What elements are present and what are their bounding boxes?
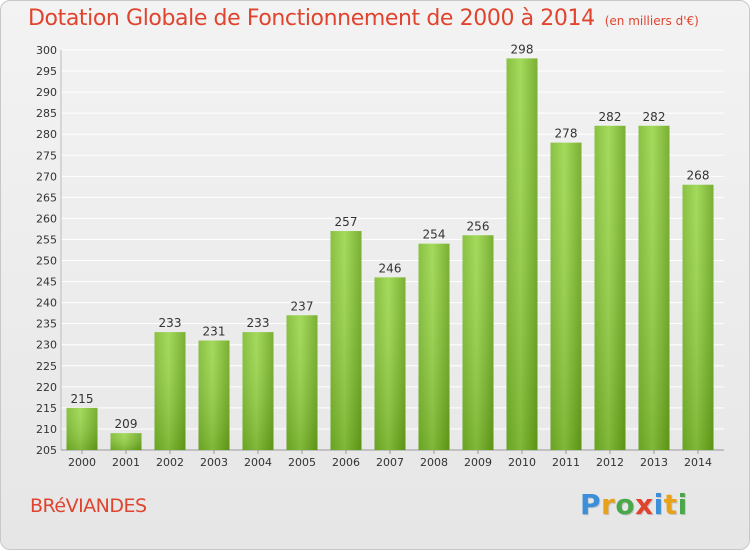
logo-letter: P bbox=[580, 488, 602, 521]
y-tick-label: 220 bbox=[36, 381, 57, 394]
y-tick-label: 240 bbox=[36, 297, 57, 310]
data-label: 215 bbox=[71, 392, 94, 406]
y-tick-label: 290 bbox=[36, 86, 57, 99]
data-label: 268 bbox=[687, 169, 710, 183]
bar-shade-2008 bbox=[418, 243, 450, 450]
x-tick-label: 2008 bbox=[420, 456, 448, 469]
data-label: 233 bbox=[159, 316, 182, 330]
x-tick-label: 2003 bbox=[200, 456, 228, 469]
y-tick-label: 235 bbox=[36, 318, 57, 331]
x-tick-label: 2011 bbox=[552, 456, 580, 469]
bar-shade-2004 bbox=[242, 332, 274, 450]
y-tick-label: 300 bbox=[36, 44, 57, 57]
bars bbox=[66, 58, 714, 450]
bar-shade-2014 bbox=[682, 184, 714, 450]
y-axis-ticks: 205 210 215 220 225 230 235 240 245 250 255 260 265 2… bbox=[36, 44, 57, 457]
title-unit: (en milliers d'€) bbox=[604, 14, 699, 28]
x-tick-label: 2001 bbox=[112, 456, 140, 469]
bar-shade-2002 bbox=[154, 332, 186, 450]
y-tick-label: 245 bbox=[36, 276, 57, 289]
logo-letter: i bbox=[653, 488, 664, 521]
data-label: 257 bbox=[335, 215, 358, 229]
y-tick-label: 250 bbox=[36, 255, 57, 268]
logo-letter: x bbox=[635, 488, 654, 521]
chart-title: Dotation Globale de Fonctionnement de 20… bbox=[28, 6, 699, 31]
y-tick-label: 255 bbox=[36, 233, 57, 246]
data-label: 231 bbox=[203, 325, 226, 339]
bar-shade-2003 bbox=[198, 340, 230, 450]
x-tick-label: 2007 bbox=[376, 456, 404, 469]
y-tick-label: 285 bbox=[36, 107, 57, 120]
x-tick-label: 2014 bbox=[684, 456, 712, 469]
bar-shade-2006 bbox=[330, 231, 362, 450]
y-tick-label: 210 bbox=[36, 423, 57, 436]
x-axis-ticks: 2000 2001 2002 2003 2004 2005 2006 2007 2008 2009… bbox=[68, 450, 712, 469]
bar-shade-2007 bbox=[374, 277, 406, 450]
logo-letter: r bbox=[601, 488, 616, 521]
data-labels: 215 209 233 231 233 237 257 246 254 256 298 278 282 2… bbox=[71, 42, 710, 431]
y-tick-label: 230 bbox=[36, 339, 57, 352]
x-tick-label: 2004 bbox=[244, 456, 272, 469]
x-tick-label: 2002 bbox=[156, 456, 184, 469]
x-tick-label: 2005 bbox=[288, 456, 316, 469]
y-tick-label: 265 bbox=[36, 191, 57, 204]
y-tick-label: 205 bbox=[36, 444, 57, 457]
data-label: 282 bbox=[599, 110, 622, 124]
bar-shade-2013 bbox=[638, 125, 670, 450]
y-tick-label: 260 bbox=[36, 212, 57, 225]
y-tick-label: 275 bbox=[36, 149, 57, 162]
title-text: Dotation Globale de Fonctionnement de 20… bbox=[28, 6, 595, 31]
data-label: 237 bbox=[291, 299, 314, 313]
x-tick-label: 2012 bbox=[596, 456, 624, 469]
y-tick-label: 270 bbox=[36, 170, 57, 183]
y-tick-label: 295 bbox=[36, 65, 57, 78]
bar-shade-2012 bbox=[594, 125, 626, 450]
bar-shade-2011 bbox=[550, 142, 582, 450]
data-label: 209 bbox=[115, 417, 138, 431]
commune-name: BRéVIANDES bbox=[30, 495, 147, 517]
y-tick-label: 225 bbox=[36, 360, 57, 373]
logo-letter: o bbox=[615, 488, 636, 521]
bar-shade-2001 bbox=[110, 433, 142, 450]
proxiti-logo[interactable]: Proxiti bbox=[580, 488, 688, 521]
data-label: 282 bbox=[643, 110, 666, 124]
x-tick-label: 2009 bbox=[464, 456, 492, 469]
bar-shade-2010 bbox=[506, 58, 538, 450]
data-label: 256 bbox=[467, 219, 490, 233]
bar-shade-2009 bbox=[462, 235, 494, 450]
y-tick-label: 280 bbox=[36, 128, 57, 141]
data-label: 233 bbox=[247, 316, 270, 330]
bar-shade-2000 bbox=[66, 407, 98, 450]
x-tick-label: 2000 bbox=[68, 456, 96, 469]
y-tick-label: 215 bbox=[36, 402, 57, 415]
data-label: 278 bbox=[555, 127, 578, 141]
bar-shade-2005 bbox=[286, 315, 318, 450]
logo-letter: t bbox=[663, 488, 678, 521]
x-tick-label: 2006 bbox=[332, 456, 360, 469]
data-label: 246 bbox=[379, 261, 402, 275]
x-tick-label: 2010 bbox=[508, 456, 536, 469]
data-label: 298 bbox=[511, 42, 534, 56]
logo-letter: i bbox=[677, 488, 688, 521]
x-tick-label: 2013 bbox=[640, 456, 668, 469]
data-label: 254 bbox=[423, 228, 446, 242]
